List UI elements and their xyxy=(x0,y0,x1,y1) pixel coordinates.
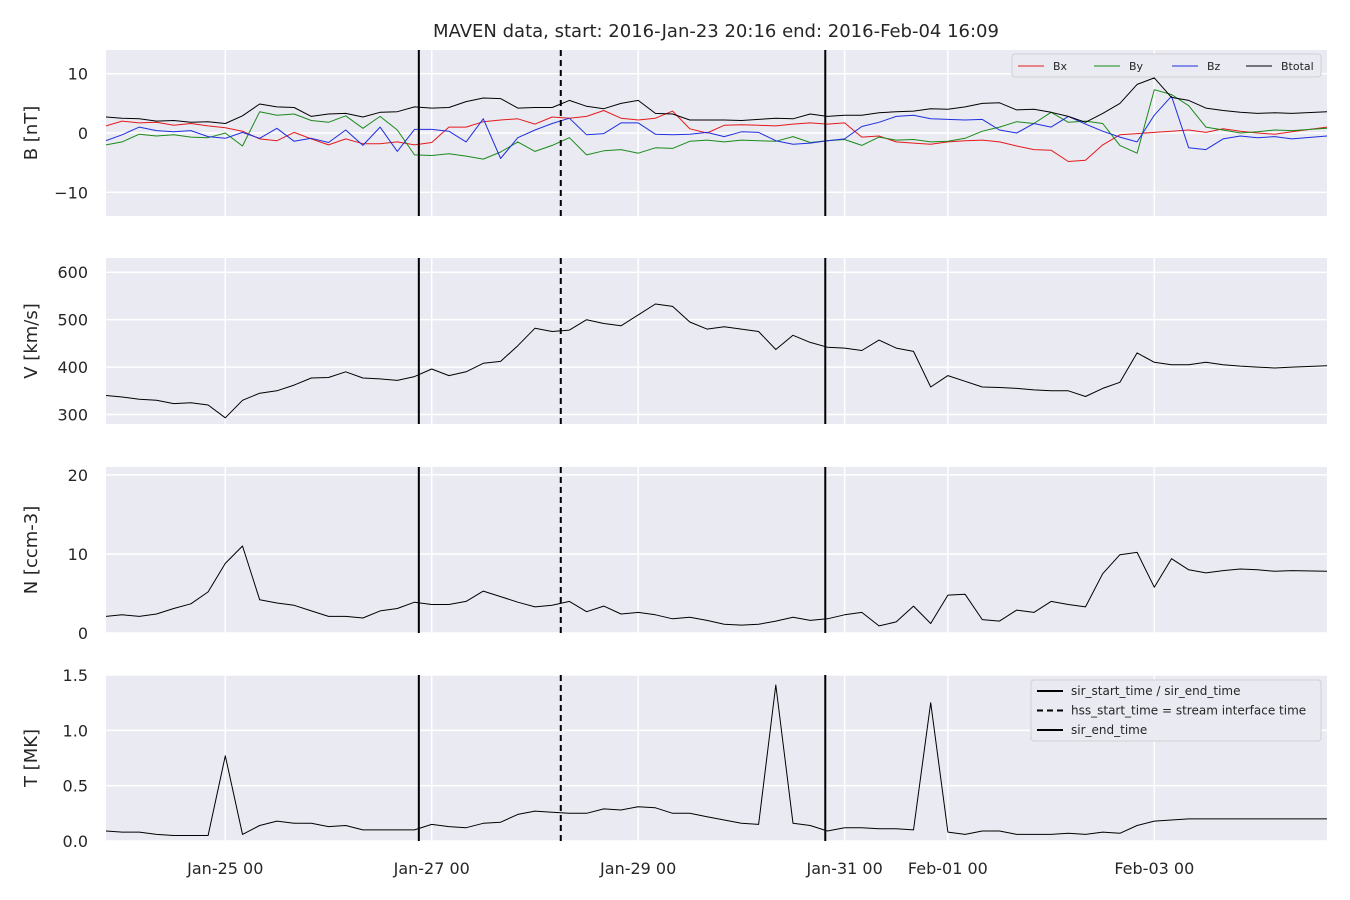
legend-label: By xyxy=(1129,60,1144,73)
series-line-by xyxy=(106,89,1327,160)
x-tick-label: Feb-01 00 xyxy=(908,859,988,878)
y-axis-label: B [nT] xyxy=(21,106,42,161)
series-line-btotal xyxy=(106,77,1327,124)
y-tick-label: 0 xyxy=(78,624,88,643)
x-tick-label: Jan-31 00 xyxy=(806,859,883,878)
y-tick-label: 1.5 xyxy=(63,666,88,685)
panel-T: 0.0 0.5 1.0 1.5 T [MK] sir_start_time / sir_e… xyxy=(21,666,1327,851)
y-tick-label: −10 xyxy=(54,183,88,202)
y-tick-label: 600 xyxy=(57,263,88,282)
y-tick-label: 400 xyxy=(57,358,88,377)
x-tick-label: Feb-03 00 xyxy=(1114,859,1194,878)
x-tick-label: Jan-25 00 xyxy=(186,859,263,878)
panel-N: 0 10 20 N [ccm-3] xyxy=(21,466,1327,643)
legend-label: sir_start_time / sir_end_time xyxy=(1071,684,1241,698)
y-tick-label: 0.0 xyxy=(63,832,88,851)
legend-label: Bz xyxy=(1207,60,1221,73)
legend-box xyxy=(1030,679,1322,742)
plot-area: 10 0 −10 B [nT] Bx By Bz Btotal 300 400 500 600 V [k… xyxy=(21,50,1327,878)
b-legend: Bx By Bz Btotal xyxy=(1011,53,1322,78)
y-axis-label: N [ccm-3] xyxy=(21,506,42,595)
series-group xyxy=(106,303,1327,419)
series-group xyxy=(106,684,1327,836)
y-tick-label: 300 xyxy=(57,406,88,425)
y-tick-label: 0.5 xyxy=(63,777,88,796)
series-group xyxy=(106,77,1327,162)
panel-background xyxy=(106,467,1327,633)
y-tick-label: 500 xyxy=(57,311,88,330)
y-tick-label: 20 xyxy=(68,466,88,485)
x-tick-label: Jan-27 00 xyxy=(393,859,470,878)
panel-V: 300 400 500 600 V [km/s] xyxy=(21,258,1327,425)
series-line-v xyxy=(106,303,1327,419)
legend-label: hss_start_time = stream interface time xyxy=(1071,704,1306,718)
y-tick-label: 10 xyxy=(68,545,88,564)
panel-background xyxy=(106,258,1327,424)
legend-box xyxy=(1011,53,1322,78)
y-tick-label: 0 xyxy=(78,124,88,143)
legend-label: sir_end_time xyxy=(1071,723,1147,737)
y-tick-label: 10 xyxy=(68,65,88,84)
t-legend: sir_start_time / sir_end_time hss_start_t… xyxy=(1030,679,1322,742)
legend-label: Bx xyxy=(1053,60,1068,73)
series-group xyxy=(106,545,1327,627)
series-line-bz xyxy=(106,95,1327,159)
legend-label: Btotal xyxy=(1281,60,1314,73)
y-tick-label: 1.0 xyxy=(63,721,88,740)
x-tick-label: Jan-29 00 xyxy=(599,859,676,878)
y-axis-label: V [km/s] xyxy=(21,303,42,378)
figure-title: MAVEN data, start: 2016-Jan-23 20:16 end… xyxy=(433,21,999,42)
y-axis-label: T [MK] xyxy=(21,729,42,788)
series-line-t xyxy=(106,684,1327,836)
panel-B: 10 0 −10 B [nT] Bx By Bz Btotal xyxy=(21,50,1327,216)
series-line-n xyxy=(106,545,1327,627)
series-line-bx xyxy=(106,110,1327,162)
